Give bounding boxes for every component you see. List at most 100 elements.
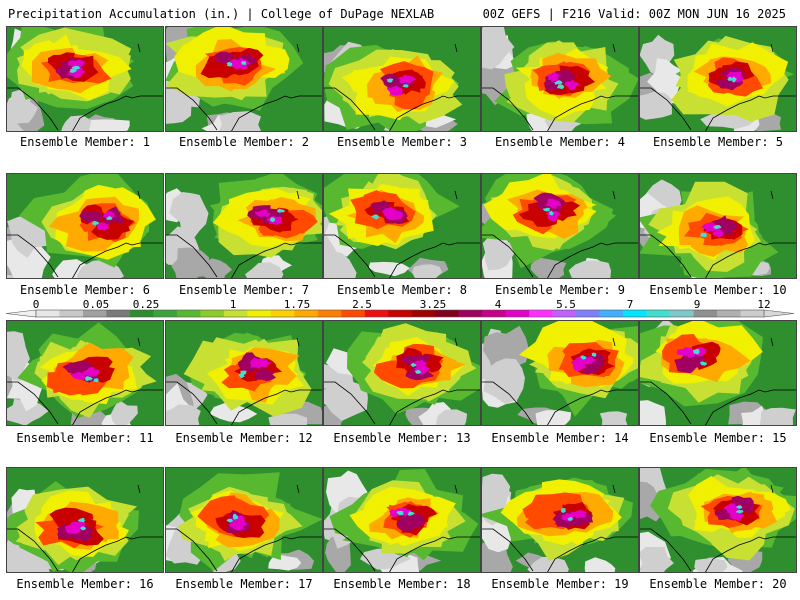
color-legend-tick-label: 2.5 [352,298,372,311]
color-legend-tick-label: 1.75 [284,298,311,311]
ensemble-member-label: Ensemble Member: 16 [16,577,154,591]
precip-map-image [323,26,481,132]
color-swatch [153,310,178,317]
ensemble-member-map [6,467,164,573]
precip-map-image [165,467,323,573]
color-legend-tick-label: 0.25 [133,298,160,311]
color-swatch [364,310,389,317]
ensemble-member-label: Ensemble Member: 13 [333,431,471,445]
color-legend-tick-label: 0 [33,298,40,311]
precip-map-image [323,320,481,426]
ensemble-member-label: Ensemble Member: 17 [175,577,313,591]
color-swatch [529,310,553,317]
ensemble-member-map [165,173,323,279]
color-swatch [247,310,272,317]
ensemble-member-label: Ensemble Member: 2 [178,135,310,149]
ensemble-member-map [639,173,797,279]
precip-color-legend: 0 0.05 0.25 1 1.75 2.5 3.25 4 5.5 7 9 12 [0,298,800,318]
color-swatch [599,310,624,317]
color-swatch [200,310,225,317]
color-swatch [223,310,248,317]
ensemble-member-map [323,173,481,279]
color-swatch [82,310,107,317]
color-swatch [106,310,131,317]
ensemble-member-label: Ensemble Member: 5 [652,135,784,149]
ensemble-member-map [639,26,797,132]
ensemble-member-map [481,173,639,279]
ensemble-member-label: Ensemble Member: 7 [178,283,310,297]
color-swatch [505,310,530,317]
color-legend-tick-label: 0.05 [83,298,110,311]
ensemble-member-map [481,467,639,573]
color-legend-bar: 0 0.05 0.25 1 1.75 2.5 3.25 4 5.5 7 9 12 [5,298,795,318]
ensemble-member-map [6,320,164,426]
color-swatch [576,310,600,317]
ensemble-member-label: Ensemble Member: 19 [491,577,629,591]
ensemble-member-label: Ensemble Member: 14 [491,431,629,445]
color-swatch [740,310,765,317]
color-swatch [482,310,506,317]
map-title: Precipitation Accumulation (in.) | Colle… [8,7,435,21]
precip-map-image [481,26,639,132]
color-legend-tick-label: 9 [694,298,701,311]
color-legend-tick-label: 12 [757,298,770,311]
precip-map-image [165,26,323,132]
color-swatch [270,310,295,317]
color-legend-tick-label: 1 [230,298,237,311]
model-run-info: 00Z GEFS | F216 Valid: 00Z MON JUN 16 20… [482,7,786,21]
color-swatch [646,310,671,317]
ensemble-member-map [6,26,164,132]
ensemble-member-label: Ensemble Member: 9 [494,283,626,297]
precip-map-image [6,467,164,573]
color-legend-tick-label: 7 [627,298,634,311]
precip-map-image [6,173,164,279]
color-swatch [59,310,84,317]
color-legend-tick-label: 3.25 [420,298,447,311]
color-swatch [693,310,718,317]
precip-map-image [481,467,639,573]
ensemble-member-map [481,320,639,426]
color-swatch [129,310,154,317]
precip-map-image [6,26,164,132]
color-swatch [623,310,647,317]
ensemble-member-map [639,467,797,573]
precip-map-image [639,320,797,426]
ensemble-member-label: Ensemble Member: 8 [336,283,468,297]
ensemble-member-label: Ensemble Member: 18 [333,577,471,591]
color-swatch [317,310,342,317]
ensemble-member-map [639,320,797,426]
color-swatch [294,310,319,317]
ensemble-member-map [165,320,323,426]
color-swatch [458,310,483,317]
precip-map-image [639,26,797,132]
precip-map-image [639,173,797,279]
ensemble-member-map [323,320,481,426]
color-legend-tick-label: 4 [495,298,502,311]
ensemble-member-map [481,26,639,132]
ensemble-member-map [6,173,164,279]
color-swatch [36,310,60,317]
ensemble-member-label: Ensemble Member: 6 [19,283,151,297]
color-swatch [388,310,413,317]
ensemble-member-map [165,467,323,573]
precip-map-image [481,320,639,426]
precip-map-image [323,467,481,573]
ensemble-member-label: Ensemble Member: 10 [649,283,787,297]
ensemble-member-map [323,467,481,573]
precip-map-image [639,467,797,573]
color-legend-tick-label: 5.5 [556,298,576,311]
ensemble-member-label: Ensemble Member: 20 [649,577,787,591]
precip-map-image [165,320,323,426]
ensemble-member-label: Ensemble Member: 12 [175,431,313,445]
color-swatch [670,310,694,317]
precip-map-image [323,173,481,279]
ensemble-member-label: Ensemble Member: 3 [336,135,468,149]
ensemble-member-label: Ensemble Member: 11 [16,431,154,445]
ensemble-member-map [165,26,323,132]
ensemble-member-label: Ensemble Member: 15 [649,431,787,445]
precip-map-image [481,173,639,279]
color-swatch [717,310,741,317]
precip-map-image [165,173,323,279]
color-swatch [435,310,460,317]
color-swatch [341,310,366,317]
